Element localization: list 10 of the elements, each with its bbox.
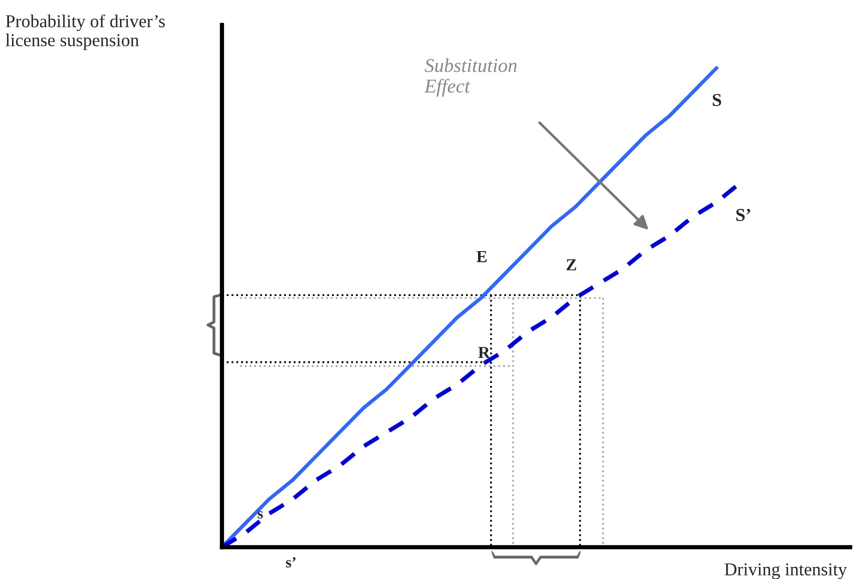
annotation: R xyxy=(478,346,490,358)
series-label: S’ xyxy=(736,208,750,222)
text: s’ xyxy=(286,557,296,568)
annotation: Substitution Effect xyxy=(424,58,517,97)
series-label: S xyxy=(712,94,722,106)
y-axis-title: Probability of driver’s license suspension xyxy=(6,14,165,50)
annotation: E xyxy=(476,251,487,262)
annotation: s xyxy=(258,511,263,519)
annotation: Z xyxy=(566,259,576,270)
x-axis-title: Driving intensity xyxy=(724,563,847,579)
